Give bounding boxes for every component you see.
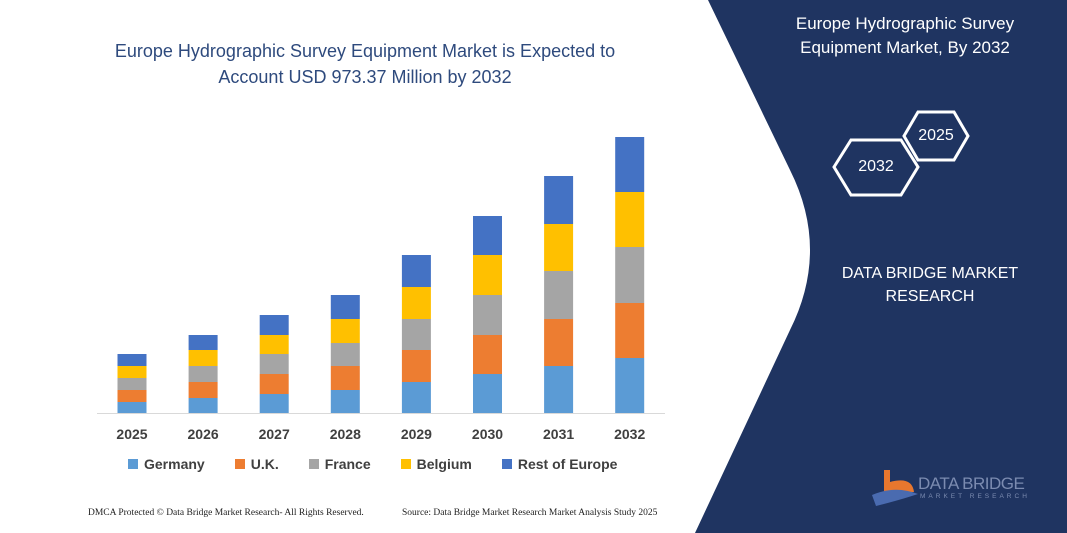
bar-segment-belgium-2028 bbox=[330, 319, 360, 343]
bar-segment-rest-of-europe-2030 bbox=[473, 216, 502, 255]
bar-segment-germany-2030 bbox=[473, 374, 502, 413]
bar-segment-germany-2026 bbox=[188, 398, 218, 413]
bar-segment-france-2028 bbox=[330, 343, 360, 366]
bar-segment-rest-of-europe-2032 bbox=[615, 137, 645, 192]
brand-text: DATA BRIDGE MARKET RESEARCH bbox=[790, 262, 1067, 308]
x-tick-label: 2031 bbox=[543, 426, 575, 442]
hex-label-2032: 2032 bbox=[858, 158, 894, 175]
bar-segment-belgium-2030 bbox=[473, 255, 502, 295]
legend-label: Belgium bbox=[416, 456, 472, 472]
side-panel bbox=[695, 0, 1067, 533]
bar-segment-u-k--2031 bbox=[544, 319, 574, 366]
bar-segment-france-2030 bbox=[473, 295, 502, 335]
bar-segment-rest-of-europe-2025 bbox=[117, 354, 147, 366]
bar-segment-rest-of-europe-2028 bbox=[330, 295, 360, 319]
bar-segment-belgium-2026 bbox=[188, 350, 218, 366]
legend-item: France bbox=[308, 456, 371, 472]
hexagon-2025-icon bbox=[902, 110, 970, 162]
bar-segment-germany-2031 bbox=[544, 366, 574, 413]
x-tick-label: 2029 bbox=[400, 426, 432, 442]
bars-group bbox=[117, 137, 645, 413]
bar-segment-rest-of-europe-2026 bbox=[188, 335, 218, 350]
legend-label: Germany bbox=[144, 456, 205, 472]
x-tick-label: 2026 bbox=[187, 426, 219, 442]
footer-source: Source: Data Bridge Market Research Mark… bbox=[402, 508, 658, 518]
x-tick-label: 2032 bbox=[614, 426, 646, 442]
bar-segment-germany-2027 bbox=[259, 394, 289, 413]
bar-segment-germany-2025 bbox=[117, 402, 147, 413]
legend-item: Belgium bbox=[400, 456, 472, 472]
legend-label: France bbox=[324, 456, 371, 472]
side-title-line-1: Europe Hydrographic Survey bbox=[795, 14, 1015, 33]
bar-segment-france-2029 bbox=[401, 319, 431, 350]
bar-segment-france-2032 bbox=[615, 247, 645, 303]
bar-segment-germany-2028 bbox=[330, 390, 360, 413]
legend-label: Rest of Europe bbox=[517, 456, 618, 472]
legend-item: Germany bbox=[128, 456, 205, 472]
bar-segment-belgium-2029 bbox=[401, 287, 431, 319]
legend-item: Rest of Europe bbox=[501, 456, 618, 472]
bar-segment-belgium-2032 bbox=[615, 192, 645, 247]
bar-segment-rest-of-europe-2031 bbox=[544, 176, 574, 224]
legend-swatch bbox=[308, 459, 319, 469]
hexagon-2032-icon bbox=[832, 138, 920, 197]
legend-item: U.K. bbox=[234, 456, 279, 472]
title-line-1: Europe Hydrographic Survey Equipment Mar… bbox=[114, 41, 616, 61]
bar-segment-france-2025 bbox=[117, 378, 147, 390]
bar-segment-belgium-2027 bbox=[259, 335, 289, 354]
chart-title: Europe Hydrographic Survey Equipment Mar… bbox=[80, 38, 650, 90]
x-tick-label: 2030 bbox=[471, 426, 504, 442]
brand-line-1: DATA BRIDGE MARKET bbox=[841, 265, 1019, 282]
bar-segment-u-k--2030 bbox=[473, 335, 502, 374]
logo-text: DATA BRIDGE bbox=[918, 474, 1025, 493]
bar-segment-u-k--2027 bbox=[259, 374, 289, 394]
bar-segment-u-k--2032 bbox=[615, 303, 645, 358]
bar-segment-belgium-2031 bbox=[544, 224, 574, 271]
bar-segment-u-k--2025 bbox=[117, 390, 147, 402]
bar-segment-germany-2029 bbox=[401, 382, 431, 413]
legend-swatch bbox=[234, 459, 245, 469]
logo-subtext: MARKET RESEARCH bbox=[920, 493, 1030, 500]
legend-swatch bbox=[128, 459, 138, 469]
side-panel-title: Europe Hydrographic Survey Equipment Mar… bbox=[760, 12, 1050, 60]
x-tick-label: 2027 bbox=[258, 426, 290, 442]
bar-segment-rest-of-europe-2029 bbox=[401, 255, 431, 287]
bar-segment-germany-2032 bbox=[615, 358, 645, 413]
bar-segment-rest-of-europe-2027 bbox=[259, 315, 289, 335]
legend: Germany U.K. France Belgium Rest of Euro… bbox=[128, 456, 647, 472]
footer-copyright: DMCA Protected © Data Bridge Market Rese… bbox=[88, 508, 364, 518]
hex-label-2025: 2025 bbox=[918, 127, 954, 144]
bar-segment-u-k--2029 bbox=[401, 350, 431, 382]
x-tick-label: 2025 bbox=[116, 426, 148, 442]
bar-segment-france-2026 bbox=[188, 366, 218, 382]
legend-label: U.K. bbox=[250, 456, 279, 472]
x-tick-label: 2028 bbox=[329, 426, 361, 442]
bar-segment-u-k--2026 bbox=[188, 382, 218, 398]
legend-swatch bbox=[400, 459, 411, 469]
bar-segment-france-2031 bbox=[544, 271, 574, 319]
side-title-line-2: Equipment Market, By 2032 bbox=[800, 38, 1010, 57]
bar-segment-belgium-2025 bbox=[117, 366, 147, 378]
bar-segment-france-2027 bbox=[259, 354, 289, 374]
bar-segment-u-k--2028 bbox=[330, 366, 360, 390]
title-line-2: Account USD 973.37 Million by 2032 bbox=[218, 67, 512, 87]
brand-line-2: RESEARCH bbox=[885, 288, 975, 305]
legend-swatch bbox=[501, 459, 512, 469]
logo-icon bbox=[872, 470, 918, 506]
